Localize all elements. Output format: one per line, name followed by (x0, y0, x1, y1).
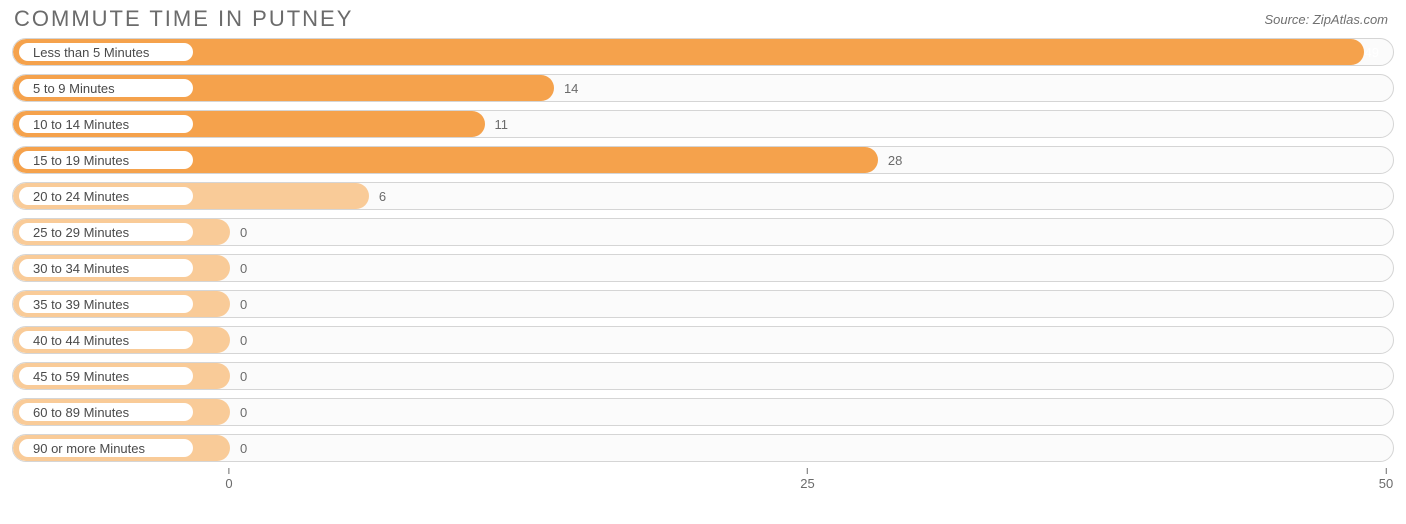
bar-row: 15 to 19 Minutes 28 (12, 146, 1394, 174)
bar-row: 45 to 59 Minutes 0 (12, 362, 1394, 390)
axis-tick: 0 (225, 468, 232, 491)
chart-title: COMMUTE TIME IN PUTNEY (14, 6, 353, 32)
chart-source: Source: ZipAtlas.com (1264, 12, 1388, 27)
value-label: 0 (240, 435, 247, 461)
tick-mark (1386, 468, 1387, 474)
bar-row: 10 to 14 Minutes 11 (12, 110, 1394, 138)
value-label: 0 (240, 399, 247, 425)
value-label: 28 (888, 147, 902, 173)
value-label: 0 (240, 291, 247, 317)
chart-header: COMMUTE TIME IN PUTNEY Source: ZipAtlas.… (0, 0, 1406, 34)
category-pill: 30 to 34 Minutes (19, 259, 193, 277)
category-pill: 20 to 24 Minutes (19, 187, 193, 205)
category-pill: Less than 5 Minutes (19, 43, 193, 61)
tick-label: 0 (225, 476, 232, 491)
axis-tick: 50 (1379, 468, 1393, 491)
category-pill: 25 to 29 Minutes (19, 223, 193, 241)
bar-fill (13, 39, 1364, 65)
category-pill: 35 to 39 Minutes (19, 295, 193, 313)
category-pill: 10 to 14 Minutes (19, 115, 193, 133)
value-label: 0 (240, 327, 247, 353)
value-label: 0 (240, 255, 247, 281)
bar-row: 60 to 89 Minutes 0 (12, 398, 1394, 426)
tick-label: 25 (800, 476, 814, 491)
category-pill: 90 or more Minutes (19, 439, 193, 457)
value-label: 0 (240, 219, 247, 245)
category-pill: 5 to 9 Minutes (19, 79, 193, 97)
tick-label: 50 (1379, 476, 1393, 491)
axis-tick: 25 (800, 468, 814, 491)
value-label: 6 (379, 183, 386, 209)
category-pill: 40 to 44 Minutes (19, 331, 193, 349)
bar-row: 30 to 34 Minutes 0 (12, 254, 1394, 282)
bar-row: 25 to 29 Minutes 0 (12, 218, 1394, 246)
bar-row: 20 to 24 Minutes 6 (12, 182, 1394, 210)
bar-row: 40 to 44 Minutes 0 (12, 326, 1394, 354)
tick-mark (228, 468, 229, 474)
tick-mark (807, 468, 808, 474)
value-label: 14 (564, 75, 578, 101)
category-pill: 15 to 19 Minutes (19, 151, 193, 169)
bar-row: Less than 5 Minutes 49 (12, 38, 1394, 66)
category-pill: 60 to 89 Minutes (19, 403, 193, 421)
bar-row: 5 to 9 Minutes 14 (12, 74, 1394, 102)
value-label: 49 (1365, 39, 1379, 65)
bar-row: 35 to 39 Minutes 0 (12, 290, 1394, 318)
value-label: 11 (495, 111, 509, 137)
x-axis: 0 25 50 (12, 468, 1394, 498)
chart-container: COMMUTE TIME IN PUTNEY Source: ZipAtlas.… (0, 0, 1406, 524)
category-pill: 45 to 59 Minutes (19, 367, 193, 385)
chart-plot-area: Less than 5 Minutes 49 5 to 9 Minutes 14 10 … (0, 34, 1406, 462)
value-label: 0 (240, 363, 247, 389)
bar-row: 90 or more Minutes 0 (12, 434, 1394, 462)
